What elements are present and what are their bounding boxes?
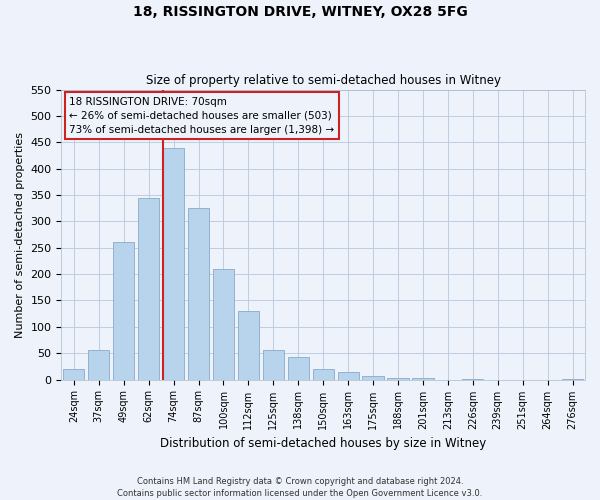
Bar: [163, 148, 184, 380]
Bar: [238, 311, 259, 380]
Bar: [138, 198, 159, 380]
Bar: [388, 378, 409, 380]
Bar: [88, 350, 109, 380]
Text: 18 RISSINGTON DRIVE: 70sqm
← 26% of semi-detached houses are smaller (503)
73% o: 18 RISSINGTON DRIVE: 70sqm ← 26% of semi…: [69, 97, 334, 135]
Y-axis label: Number of semi-detached properties: Number of semi-detached properties: [15, 132, 25, 338]
Bar: [263, 350, 284, 380]
Bar: [462, 378, 484, 380]
Bar: [562, 378, 583, 380]
Bar: [213, 269, 234, 380]
Bar: [412, 378, 434, 380]
Bar: [188, 208, 209, 380]
Text: 18, RISSINGTON DRIVE, WITNEY, OX28 5FG: 18, RISSINGTON DRIVE, WITNEY, OX28 5FG: [133, 5, 467, 19]
Bar: [63, 369, 85, 380]
Bar: [113, 242, 134, 380]
Bar: [287, 358, 309, 380]
Title: Size of property relative to semi-detached houses in Witney: Size of property relative to semi-detach…: [146, 74, 501, 87]
Bar: [313, 369, 334, 380]
Bar: [338, 372, 359, 380]
X-axis label: Distribution of semi-detached houses by size in Witney: Distribution of semi-detached houses by …: [160, 437, 487, 450]
Bar: [362, 376, 383, 380]
Text: Contains HM Land Registry data © Crown copyright and database right 2024.
Contai: Contains HM Land Registry data © Crown c…: [118, 476, 482, 498]
